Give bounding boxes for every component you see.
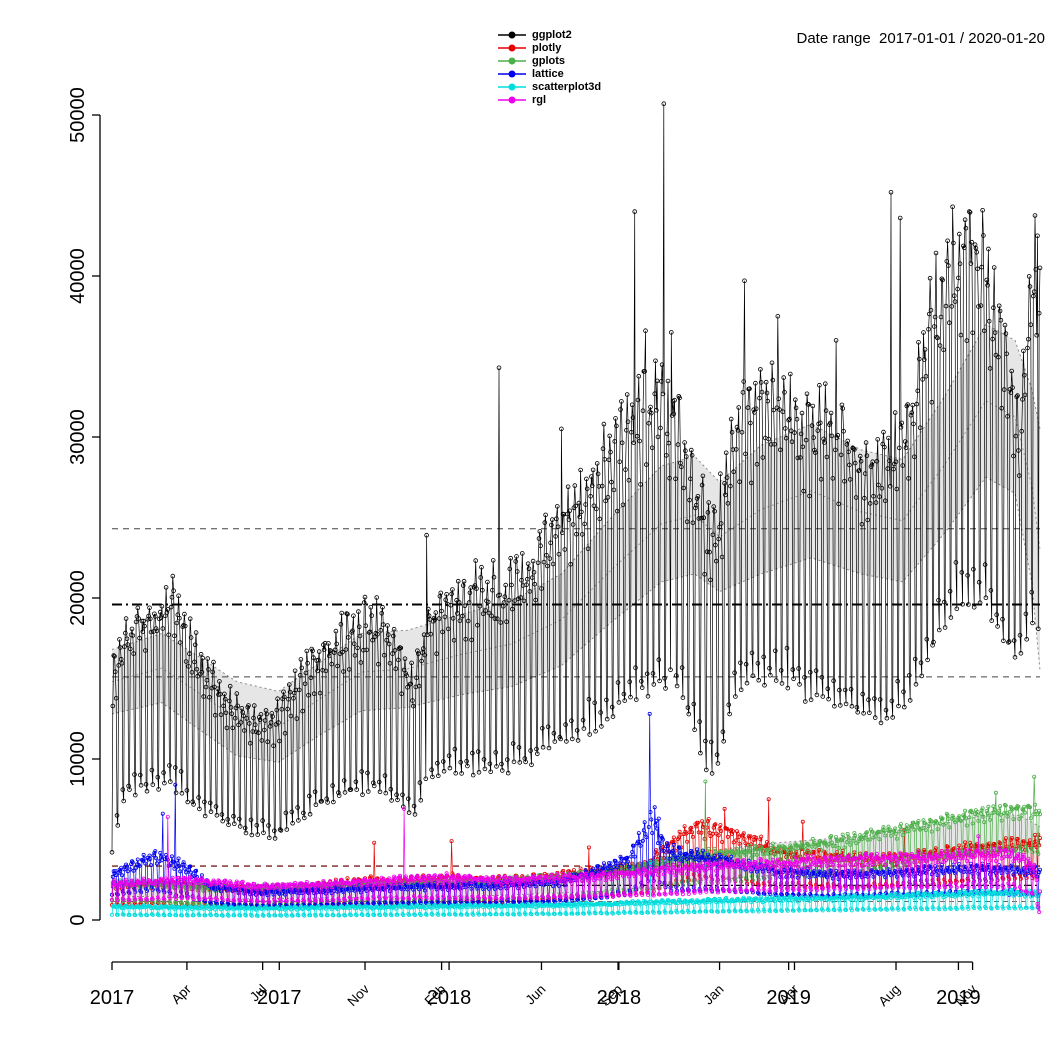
- y-tick-label: 0: [67, 914, 89, 925]
- y-tick-label: 40000: [67, 248, 89, 304]
- x-tick-year-label: 2019: [936, 987, 981, 1009]
- legend-item: scatterplot3d: [497, 80, 601, 93]
- y-tick-label: 20000: [67, 570, 89, 626]
- y-tick-label: 50000: [67, 87, 89, 143]
- x-tick-year-label: 2018: [427, 987, 472, 1009]
- legend-marker-icon: [498, 57, 526, 64]
- ribbon-1-upper-edge: [111, 813, 1041, 886]
- series-line-ggplot2: [111, 103, 1041, 853]
- x-tick-year-label: 2017: [90, 987, 135, 1009]
- x-tick-month-label: Jun: [523, 982, 549, 1008]
- x-tick-year-label: 2017: [257, 987, 302, 1009]
- x-tick-month-label: Nov: [345, 981, 373, 1009]
- x-tick-month-label: Aug: [876, 982, 904, 1010]
- legend-label: gplots: [532, 54, 565, 67]
- legend-label: plotly: [532, 41, 562, 54]
- y-tick-label: 10000: [67, 731, 89, 787]
- legend-item: gplots: [497, 54, 601, 67]
- legend-item: lattice: [497, 67, 601, 80]
- x-tick-month-label: Jan: [701, 982, 727, 1008]
- x-tick-month-label: Apr: [169, 981, 195, 1007]
- x-tick-year-label: 2019: [766, 987, 811, 1009]
- legend-label: lattice: [532, 67, 564, 80]
- series-points-rgl: [109, 806, 1042, 914]
- x-tick-year-label: 2018: [597, 987, 642, 1009]
- legend-marker-icon: [498, 83, 526, 90]
- legend: ggplot2 plotly gplots lattice scatterplot3d r…: [497, 28, 601, 106]
- legend-item: plotly: [497, 41, 601, 54]
- y-tick-label: 30000: [67, 409, 89, 465]
- legend-marker-icon: [498, 44, 526, 51]
- legend-label: ggplot2: [532, 28, 572, 41]
- legend-label: rgl: [532, 93, 547, 106]
- legend-item: ggplot2: [497, 28, 601, 41]
- series-points-scatterplot3d: [109, 860, 1042, 918]
- legend-marker-icon: [498, 70, 526, 77]
- legend-item: rgl: [497, 93, 601, 106]
- legend-marker-icon: [498, 31, 526, 38]
- chart-title: Date range 2017-01-01 / 2020-01-20: [796, 30, 1045, 47]
- legend-label: scatterplot3d: [532, 80, 602, 93]
- legend-marker-icon: [498, 96, 526, 103]
- ribbon-0-upper-edge: [111, 323, 1041, 692]
- series-points-ggplot2: [109, 101, 1043, 855]
